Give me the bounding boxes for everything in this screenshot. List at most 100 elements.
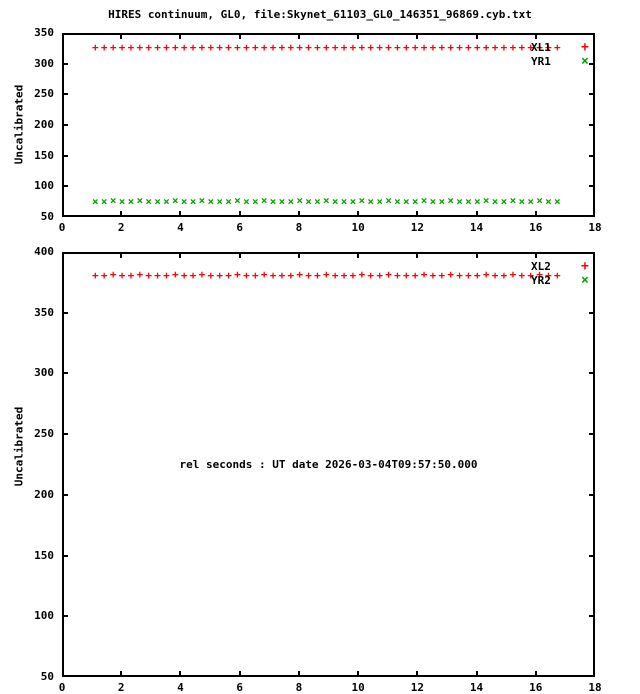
data-point-marker: × (340, 194, 348, 208)
data-point-marker: × (509, 194, 517, 208)
data-point-marker: + (216, 41, 224, 55)
y-tick-label: 150 (34, 148, 54, 162)
data-point-marker: + (287, 269, 295, 283)
data-point-marker: + (376, 269, 383, 283)
data-point-marker: + (145, 269, 152, 283)
data-point-marker: × (545, 194, 552, 208)
data-point-marker: + (127, 41, 135, 55)
x-tick-mark (120, 252, 123, 258)
data-point-marker: × (287, 194, 295, 208)
data-point-marker: + (394, 269, 401, 283)
y-tick-mark (62, 554, 68, 557)
data-point-marker: + (474, 269, 481, 283)
x-tick-label: 8 (295, 681, 303, 694)
x-tick-mark (416, 671, 419, 677)
x-tick-mark (534, 252, 537, 258)
y-tick-mark (589, 493, 595, 496)
data-point-marker: × (376, 194, 383, 208)
data-point-marker: × (491, 194, 499, 208)
y-tick-label: 250 (34, 87, 54, 101)
data-point-marker: + (518, 41, 526, 55)
data-point-marker: × (269, 194, 277, 208)
series-layer-top: + + + + + + + + + + + + + + + + + + + + + + + + + + + + + + + + + + + + + + + +… (0, 0, 640, 240)
x-tick-label: 12 (410, 221, 424, 234)
x-tick-label: 0 (58, 221, 66, 234)
legend-label-yr2: YR2 (531, 274, 551, 287)
x-tick-label: 14 (469, 681, 484, 694)
y-tick-label: 300 (34, 56, 54, 70)
data-point-marker: + (163, 41, 170, 55)
data-point-marker: + (154, 41, 161, 55)
y-tick-label: 50 (40, 210, 54, 223)
x-tick-mark (120, 671, 123, 677)
data-point-marker: + (260, 40, 268, 54)
data-point-marker: + (305, 41, 312, 55)
data-point-marker: + (172, 40, 179, 54)
y-tick-label: 300 (34, 366, 54, 380)
data-point-marker: × (225, 194, 232, 208)
data-point-marker: + (189, 269, 197, 283)
data-point-marker: + (385, 40, 392, 54)
data-point-marker: × (527, 194, 534, 208)
data-point-marker: + (482, 40, 490, 54)
legend-marker-xl1: + (581, 40, 589, 55)
data-point-marker: + (420, 268, 428, 282)
data-point-marker: + (367, 41, 375, 55)
data-point-marker: + (429, 269, 437, 283)
data-point-marker: + (385, 268, 392, 282)
data-point-marker: + (189, 41, 197, 55)
data-point-marker: + (234, 268, 241, 282)
data-point-marker: + (251, 41, 259, 55)
x-tick-mark (120, 211, 123, 217)
y-tick-label: 250 (34, 427, 54, 441)
x-tick-label: 8 (295, 221, 303, 234)
legend-label-yr1: YR1 (531, 55, 551, 68)
legend-marker-xl2: + (581, 259, 589, 274)
y-tick-label: 200 (34, 487, 54, 501)
x-tick-label: 2 (117, 681, 125, 694)
y-tick-label: 350 (34, 26, 54, 39)
page-title: HIRES continuum, GL0, file:Skynet_61103_… (108, 8, 532, 21)
data-point-marker: + (198, 268, 206, 282)
legend-label-xl1: XL1 (531, 41, 551, 54)
data-point-marker: × (349, 194, 357, 208)
data-point-marker: + (509, 268, 517, 282)
data-point-marker: × (278, 194, 286, 208)
x-tick-mark (475, 671, 478, 677)
data-point-marker: × (92, 194, 99, 208)
y-tick-mark (62, 93, 68, 96)
data-point-marker: × (136, 194, 144, 208)
x-tick-mark (416, 211, 419, 217)
y-tick-mark (62, 311, 68, 314)
data-point-marker: + (331, 41, 339, 55)
x-tick-mark (357, 211, 360, 217)
y-tick-mark (62, 124, 68, 126)
x-tick-label: 18 (588, 221, 602, 234)
data-point-marker: × (331, 194, 339, 208)
data-point-marker: + (278, 269, 286, 283)
y-tick-mark (62, 433, 68, 436)
y-tick-mark (589, 93, 595, 96)
data-point-marker: × (180, 194, 188, 208)
x-tick-label: 2 (117, 221, 125, 234)
data-point-marker: + (474, 41, 481, 55)
data-point-marker: × (456, 194, 463, 208)
x-tick-label: 16 (529, 681, 543, 694)
x-tick-label: 6 (236, 681, 243, 694)
data-point-marker: + (553, 41, 561, 55)
x-tick-mark (357, 671, 360, 677)
data-point-marker: × (429, 194, 437, 208)
data-point-marker: + (491, 269, 499, 283)
data-point-marker: × (482, 194, 490, 208)
data-point-marker: + (340, 41, 348, 55)
y-tick-mark (589, 124, 595, 126)
y-tick-mark (589, 154, 595, 157)
data-point-marker: × (296, 194, 303, 208)
data-point-marker: + (465, 269, 472, 283)
data-point-marker: + (269, 41, 277, 55)
data-point-marker: + (456, 269, 463, 283)
y-tick-label: 350 (34, 305, 54, 319)
data-point-marker: + (394, 41, 401, 55)
data-point-marker: + (100, 269, 108, 283)
y-tick-mark (589, 372, 595, 375)
